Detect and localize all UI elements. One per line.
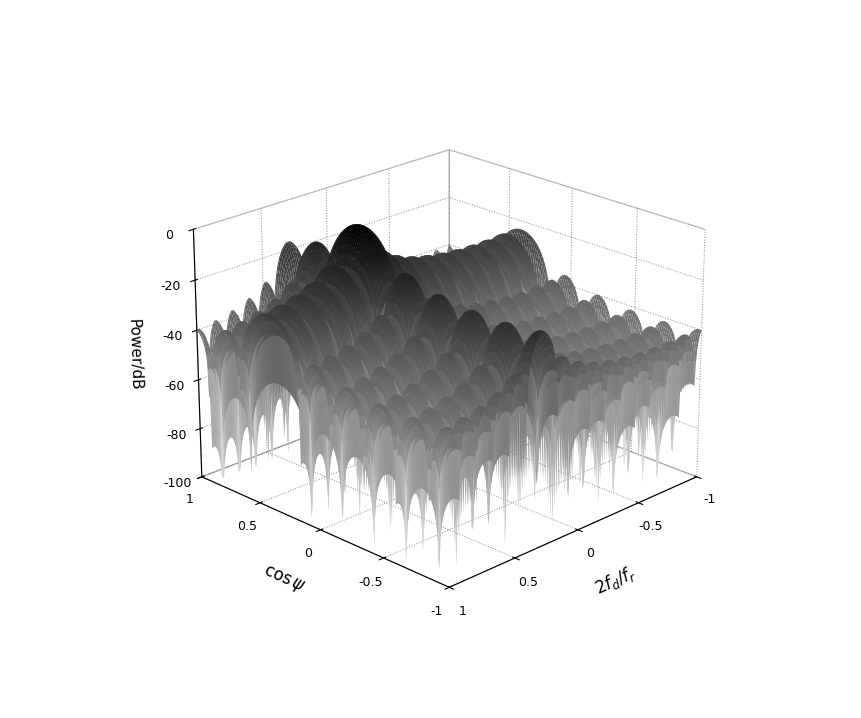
Y-axis label: $\cos\psi$: $\cos\psi$ <box>259 563 307 597</box>
X-axis label: $2f_d/f_r$: $2f_d/f_r$ <box>591 561 638 599</box>
